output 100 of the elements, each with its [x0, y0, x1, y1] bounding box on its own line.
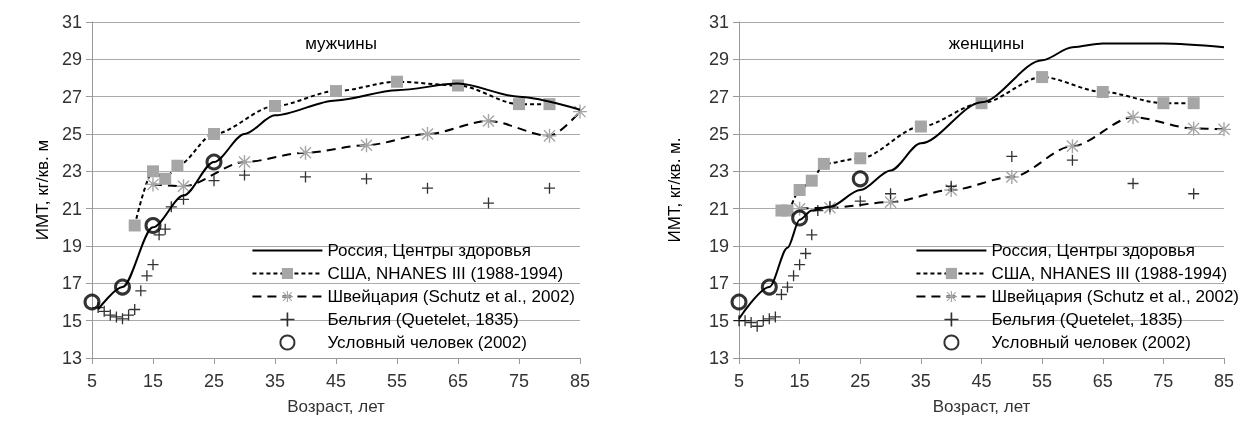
x-tick-label: 5: [86, 371, 98, 391]
x-tick-label: 25: [203, 371, 225, 391]
point: [391, 75, 403, 88]
y-tick-label: 21: [708, 198, 729, 219]
point: [483, 197, 494, 209]
legend-label: Бельгия (Quetelet, 1835): [991, 310, 1183, 329]
y-tick-label: 27: [708, 86, 729, 107]
point: [128, 219, 141, 232]
point: [1096, 86, 1109, 98]
point: [1066, 154, 1078, 166]
point: [730, 293, 748, 311]
point: [269, 100, 281, 112]
point: [147, 165, 159, 178]
point: [422, 182, 433, 194]
point: [123, 309, 135, 321]
point: [817, 157, 830, 170]
legend-label: США, NHANES III (1988-1994): [327, 264, 564, 283]
x-tick-label: 75: [508, 371, 530, 391]
point: [788, 270, 800, 282]
y-tick-label: 27: [61, 86, 82, 107]
x-tick-label: 5: [733, 371, 745, 391]
y-tick-label: 15: [61, 310, 82, 331]
point: [781, 204, 794, 217]
x-tick-label: 55: [386, 371, 408, 391]
point: [791, 209, 809, 227]
point: [793, 184, 806, 196]
point: [159, 172, 172, 185]
point: [513, 98, 525, 111]
point: [769, 311, 781, 323]
point: [146, 177, 160, 192]
y-tick-label: 29: [708, 49, 729, 70]
legend-label: Швейцария (Schutz et al., 2002): [991, 287, 1240, 306]
point: [854, 152, 867, 165]
point: [1004, 169, 1019, 184]
point: [83, 293, 101, 311]
legend-label: Бельгия (Quetelet, 1835): [327, 310, 519, 329]
y-tick-label: 13: [61, 348, 82, 368]
point: [542, 128, 557, 143]
point: [141, 270, 153, 282]
text: мужчины: [305, 34, 377, 53]
y-tick-label: 23: [61, 161, 82, 182]
point: [300, 171, 311, 183]
y-tick-label: 29: [61, 49, 82, 70]
point: [544, 182, 555, 194]
y-tick-label: 23: [708, 161, 729, 182]
legend-label: Условный человек (2002): [991, 333, 1191, 352]
point: [208, 128, 220, 140]
point: [805, 174, 818, 187]
x-tick-label: 35: [264, 371, 286, 391]
legend-label: Россия, Центры здоровья: [327, 241, 532, 260]
x-tick-label: 35: [910, 371, 931, 391]
x-tick-label: 45: [971, 371, 992, 391]
point: [745, 317, 757, 329]
legend-label: США, NHANES III (1988-1994): [991, 264, 1228, 283]
point: [147, 259, 159, 271]
y-axis-title: ИМТ, кг/кв. м.: [665, 137, 684, 243]
point: [237, 155, 252, 169]
point: [330, 85, 342, 98]
x-tick-label: 45: [325, 371, 347, 391]
y-tick-label: 25: [708, 124, 729, 144]
y-tick-label: 19: [708, 236, 729, 256]
y-tick-label: 25: [61, 124, 82, 144]
x-axis-title: Возраст, лет: [932, 397, 1031, 416]
y-tick-label: 31: [708, 12, 729, 32]
x-tick-label: 15: [789, 371, 810, 391]
point: [171, 159, 184, 172]
point: [114, 278, 131, 296]
point: [420, 127, 435, 141]
point: [739, 315, 751, 327]
x-tick-label: 85: [569, 371, 591, 391]
legend-label: Условный человек (2002): [327, 333, 527, 352]
point: [851, 170, 869, 188]
x-tick-label: 65: [447, 371, 469, 391]
y-tick-label: 17: [61, 273, 82, 294]
point: [208, 175, 220, 187]
point: [144, 216, 162, 234]
point: [1157, 97, 1170, 110]
point: [1126, 110, 1141, 125]
legend-label: Россия, Центры здоровья: [991, 241, 1196, 260]
point: [481, 113, 496, 128]
point: [760, 278, 778, 296]
x-tick-label: 25: [850, 371, 871, 391]
x-tick-label: 65: [1092, 371, 1113, 391]
point: [110, 311, 122, 323]
point: [104, 309, 116, 321]
point: [239, 169, 250, 181]
point: [914, 120, 927, 133]
y-tick-label: 31: [61, 12, 82, 32]
y-axis-title: ИМТ, кг/кв. м: [33, 139, 53, 241]
legend-label: Швейцария (Schutz et al., 2002): [327, 287, 576, 306]
point: [1187, 97, 1200, 110]
x-axis-title: Возраст, лет: [287, 397, 386, 416]
point: [1065, 139, 1080, 154]
y-tick-label: 13: [708, 348, 729, 368]
x-tick-label: 85: [1213, 371, 1235, 391]
point: [1127, 177, 1139, 189]
point: [205, 153, 223, 171]
y-tick-label: 19: [61, 236, 82, 256]
point: [782, 281, 793, 293]
y-tick-label: 17: [708, 273, 729, 294]
